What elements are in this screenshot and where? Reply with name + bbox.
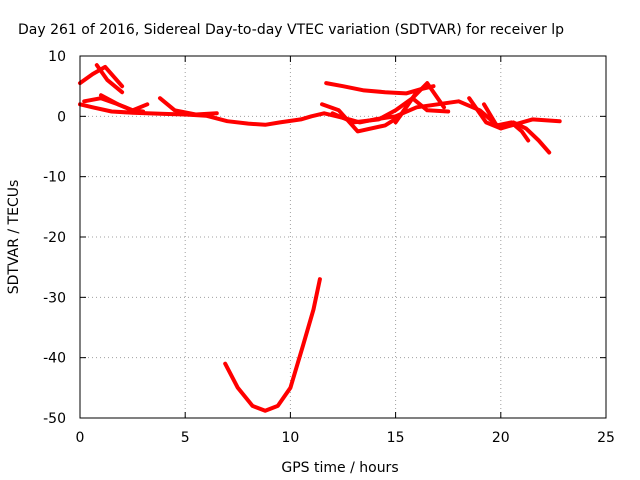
y-tick-label: -30 xyxy=(43,290,66,306)
series-line-12 xyxy=(482,102,531,143)
x-axis-label: GPS time / hours xyxy=(281,460,398,476)
series-line-10 xyxy=(393,81,446,125)
y-tick-label: -20 xyxy=(43,230,66,246)
series-line-5 xyxy=(158,96,219,117)
data-series-group xyxy=(78,63,562,413)
series-line-11 xyxy=(467,96,552,155)
x-axis-ticks: 0 5 10 15 20 25 xyxy=(76,56,615,446)
y-tick-label: -50 xyxy=(43,411,66,427)
y-tick-label: -10 xyxy=(43,170,66,186)
chart-title: Day 261 of 2016, Sidereal Day-to-day VTE… xyxy=(18,22,564,38)
y-tick-label: -40 xyxy=(43,351,66,367)
x-tick-label: 25 xyxy=(597,430,615,446)
y-axis-label: SDTVAR / TECUs xyxy=(6,180,22,295)
x-tick-label: 20 xyxy=(492,430,510,446)
x-tick-label: 10 xyxy=(281,430,299,446)
x-tick-label: 0 xyxy=(76,430,85,446)
series-line-1 xyxy=(78,99,562,131)
x-tick-label: 15 xyxy=(387,430,405,446)
series-line-3 xyxy=(94,63,125,95)
plot-frame xyxy=(79,55,607,419)
series-line-13 xyxy=(223,277,322,413)
y-tick-label: 0 xyxy=(57,109,66,125)
x-tick-label: 5 xyxy=(181,430,190,446)
grid-lines xyxy=(80,56,606,418)
series-line-9 xyxy=(330,96,451,125)
y-tick-label: 10 xyxy=(48,49,66,65)
series-line-6 xyxy=(99,93,146,114)
y-axis-ticks: 10 0 -10 -20 -30 -40 -50 xyxy=(43,49,606,427)
